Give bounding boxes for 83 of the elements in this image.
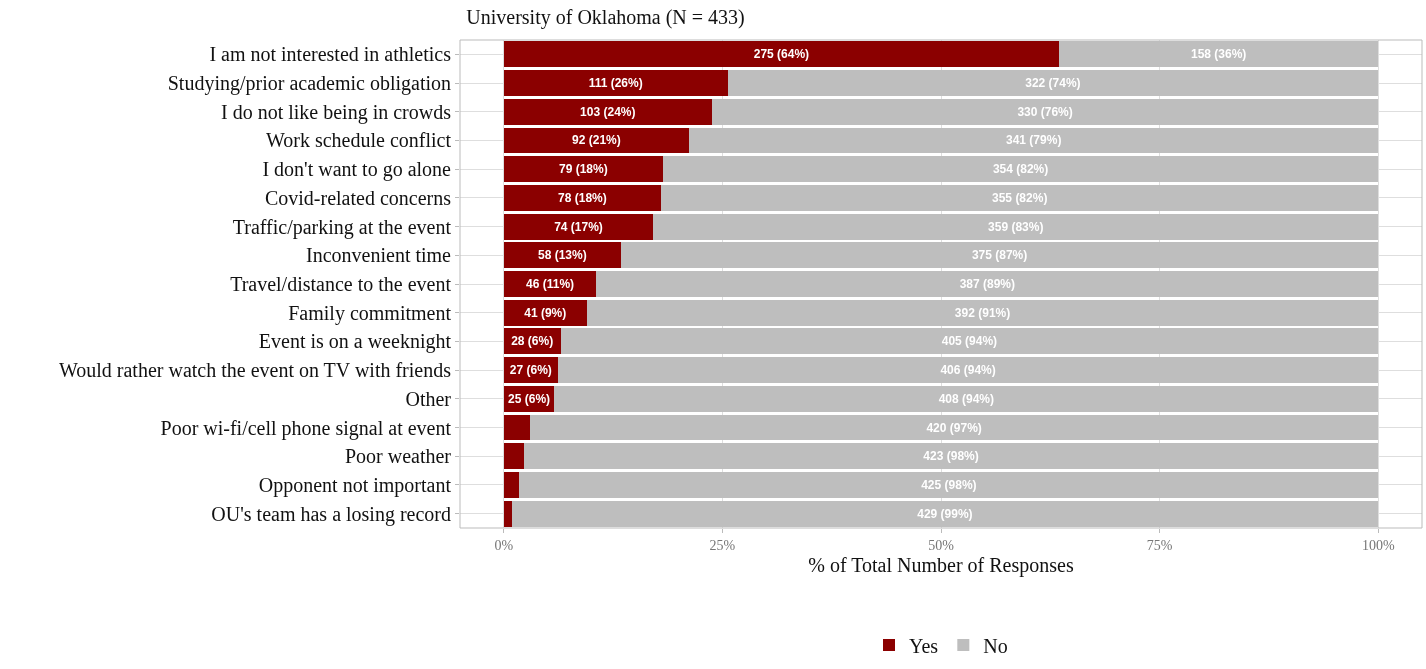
data-label: 41 (9%)	[524, 305, 567, 320]
bar	[503, 70, 728, 96]
data-label: 28 (6%)	[511, 334, 554, 349]
x-axis-title: % of Total Number of Responses	[808, 554, 1074, 578]
x-tick-label: 25%	[709, 537, 736, 553]
bar	[519, 472, 1379, 498]
bar	[653, 213, 1379, 240]
y-tick-label: Work schedule conflict	[266, 129, 452, 152]
y-tick-label: Inconvenient time	[306, 244, 452, 267]
x-tick-label: 0%	[494, 537, 514, 553]
data-label: 408 (94%)	[938, 391, 995, 406]
bar	[503, 184, 662, 211]
data-label: 330 (76%)	[1017, 104, 1073, 119]
bar	[727, 70, 1379, 96]
data-label: 322 (74%)	[1025, 76, 1081, 91]
legend-label: Yes	[909, 634, 939, 657]
data-label: 387 (89%)	[959, 277, 1016, 291]
data-label: 354 (82%)	[992, 162, 1049, 177]
bar	[596, 271, 1379, 297]
data-label: 27 (6%)	[509, 363, 552, 378]
data-label: 405 (94%)	[941, 334, 998, 349]
data-label: 420 (97%)	[926, 420, 982, 435]
bar	[503, 98, 712, 125]
y-tick-label: I don't want to go alone	[262, 158, 452, 182]
data-label: 355 (82%)	[992, 190, 1048, 205]
bar	[689, 127, 1379, 154]
bar	[503, 472, 520, 498]
bar	[620, 242, 1379, 269]
bar	[557, 357, 1379, 384]
data-label: 46 (11%)	[526, 277, 575, 291]
y-tick-label: Other	[405, 387, 452, 410]
y-tick-label: Traffic/parking at the event	[232, 215, 452, 239]
y-tick-label: Travel/distance to the event	[230, 273, 452, 295]
y-tick-label: Studying/prior academic obligation	[167, 72, 451, 96]
bar	[503, 213, 654, 240]
bar	[560, 328, 1379, 355]
bar	[711, 98, 1379, 125]
bar	[523, 443, 1379, 470]
bar	[661, 184, 1379, 211]
data-label: 74 (17%)	[554, 219, 603, 234]
x-tick-label: 100%	[1361, 537, 1395, 553]
data-label: 92 (21%)	[572, 133, 621, 148]
data-label: 359 (83%)	[988, 219, 1044, 234]
bar	[662, 156, 1379, 183]
y-tick-label: I am not interested in athletics	[209, 43, 452, 66]
bar	[554, 385, 1379, 412]
bar	[503, 41, 1060, 68]
y-tick-label: Poor weather	[344, 445, 452, 468]
bar	[503, 500, 512, 527]
data-label: 103 (24%)	[580, 104, 636, 119]
bar	[586, 299, 1379, 326]
data-label: 392 (91%)	[954, 305, 1011, 320]
bar	[503, 127, 690, 154]
bar	[503, 443, 524, 470]
data-label: 158 (36%)	[1190, 47, 1247, 62]
bar	[503, 242, 621, 269]
y-tick-label: Covid-related concerns	[264, 186, 452, 209]
x-tick-label: 50%	[928, 537, 955, 553]
y-tick-label: Family commitment	[288, 301, 452, 325]
y-tick-label: Opponent not important	[258, 473, 452, 497]
x-tick-label: 75%	[1146, 537, 1173, 553]
legend-label: No	[983, 634, 1008, 657]
y-tick-label: I do not like being in crowds	[221, 100, 452, 124]
data-label: 275 (64%)	[753, 47, 810, 62]
data-label: 425 (98%)	[921, 477, 977, 492]
bar	[529, 414, 1379, 441]
data-label: 406 (94%)	[940, 363, 996, 378]
data-label: 58 (13%)	[537, 248, 587, 263]
y-tick-label: Event is on a weeknight	[258, 330, 452, 354]
data-label: 341 (79%)	[1006, 133, 1062, 148]
data-label: 79 (18%)	[558, 162, 608, 177]
y-tick-label: OU's team has a losing record	[211, 502, 451, 526]
data-label: 375 (87%)	[971, 248, 1028, 263]
data-label: 423 (98%)	[923, 449, 979, 464]
bar	[503, 156, 663, 183]
chart-title: University of Oklahoma (N = 433)	[466, 6, 745, 30]
data-label: 429 (99%)	[917, 506, 973, 521]
bar	[503, 414, 530, 441]
data-label: 111 (26%)	[588, 76, 643, 91]
data-label: 78 (18%)	[558, 190, 607, 205]
data-label: 25 (6%)	[508, 391, 551, 406]
y-tick-label: Would rather watch the event on TV with friends	[59, 359, 452, 382]
y-tick-label: Poor wi-fi/cell phone signal at event	[160, 416, 452, 440]
